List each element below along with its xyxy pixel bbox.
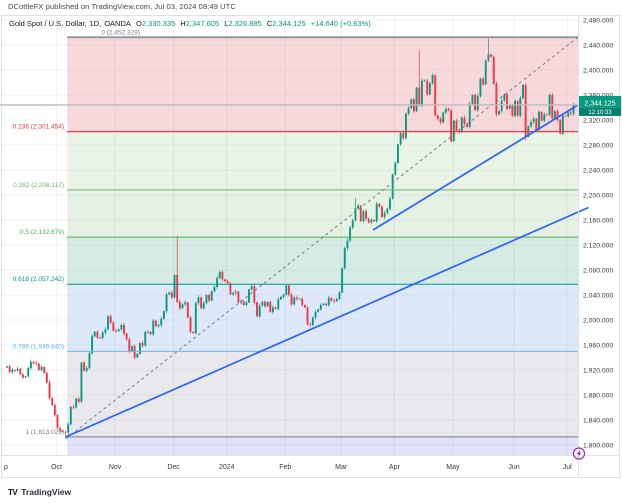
change-value: +14.640 (+0.63%) xyxy=(310,19,371,28)
price-tick-label: 1,920.000 xyxy=(583,367,613,374)
price-tick-label: 2,040.000 xyxy=(583,292,613,299)
price-tick-label: 2,280.000 xyxy=(583,142,613,149)
fib-band-0.786 xyxy=(67,351,579,437)
time-tick-label: Oct xyxy=(51,464,62,471)
price-tick-label: 1,840.000 xyxy=(583,417,613,424)
price-tick-label: 2,000.000 xyxy=(583,317,613,324)
low-value: 2,326.885 xyxy=(228,19,262,28)
price-tick-label: 1,880.000 xyxy=(583,392,613,399)
time-tick-label: Feb xyxy=(279,464,291,471)
lightning-icon[interactable] xyxy=(572,447,586,460)
trendline-1[interactable] xyxy=(65,206,589,438)
price-tick-label: 2,080.000 xyxy=(583,267,613,274)
time-tick-label: 2024 xyxy=(219,464,235,471)
price-tick-label: 1,800.000 xyxy=(583,442,613,449)
fib-label-0.382: 0.382 (2,208.117) xyxy=(13,182,64,189)
time-axis[interactable]: p Oct Nov Dec 2024 Feb Mar Apr May Jun Jul xyxy=(4,464,572,471)
interval-label[interactable]: 1D, xyxy=(89,19,102,28)
fib-label-0.618: 0.618 (2,057.242) xyxy=(13,276,64,283)
price-tick-label: 1,960.000 xyxy=(583,342,613,349)
time-tick-label: Nov xyxy=(109,464,122,471)
close-value: 2,344.125 xyxy=(272,19,306,28)
tradingview-logo-text: TradingView xyxy=(21,487,72,497)
fib-band-0.382 xyxy=(67,189,579,238)
attribution-text: DCottleFX published on TradingView.com, … xyxy=(8,2,236,11)
bar-countdown: 12:10:33 xyxy=(588,110,612,116)
symbol-header: Gold Spot / U.S. Dollar, 1D, OANDA O2,330.… xyxy=(9,19,374,28)
time-tick-label: Dec xyxy=(167,464,180,471)
open-label: O xyxy=(135,19,142,28)
fib-label-0.5: 0.5 (2,132.679) xyxy=(20,229,64,236)
price-tick-label: 2,160.000 xyxy=(583,217,613,224)
time-tick-label: Mar xyxy=(335,464,348,471)
fib-label-0.236: 0.236 (2,301.454) xyxy=(13,124,64,131)
exchange-label: OANDA xyxy=(104,19,131,28)
time-tick-label: Apr xyxy=(389,464,401,471)
tradingview-logo[interactable]: TV TradingView xyxy=(8,487,71,497)
candlestick-series xyxy=(6,38,575,439)
time-tick-label: p xyxy=(4,464,8,471)
price-tick-label: 2,400.000 xyxy=(583,67,613,74)
tradingview-logo-icon: TV xyxy=(8,487,18,497)
symbol-name[interactable]: Gold Spot / U.S. Dollar, xyxy=(9,19,87,28)
trendline-2[interactable] xyxy=(372,104,579,231)
fib-band-0 xyxy=(67,37,579,132)
fib-band-0.236 xyxy=(67,131,579,190)
price-tick-label: 2,360.000 xyxy=(583,92,613,99)
fib-band-0.5 xyxy=(67,237,579,285)
fib-band-0.618 xyxy=(67,284,579,352)
price-tick-label: 2,240.000 xyxy=(583,167,613,174)
price-tick-label: 2,320.000 xyxy=(583,117,613,124)
last-price-label: 2,344.125 xyxy=(584,101,615,108)
fib-band-1 xyxy=(67,436,579,455)
time-tick-label: Jun xyxy=(508,464,519,471)
price-axis[interactable]: 2,480.000 2,440.000 2,400.000 2,360.000 2,32… xyxy=(583,17,613,449)
fib-label-1: 1 (1,813.029) xyxy=(25,429,64,436)
high-label: H xyxy=(180,19,186,28)
fib-dashed-trendline[interactable] xyxy=(65,36,579,440)
open-value: 2,330.335 xyxy=(141,19,176,28)
close-label: C xyxy=(266,19,273,28)
price-tick-label: 2,480.000 xyxy=(583,17,613,24)
price-tick-label: 2,440.000 xyxy=(583,42,613,49)
low-label: L xyxy=(224,19,229,28)
price-badge: 2,344.125 12:10:33 xyxy=(579,95,621,116)
high-value: 2,347.605 xyxy=(185,19,220,28)
price-tick-label: 2,200.000 xyxy=(583,192,613,199)
fib-label-0.786: 0.786 (1,949.840) xyxy=(13,343,64,350)
price-tick-label: 2,120.000 xyxy=(583,242,613,249)
fib-label-0: 0 (2,452.329) xyxy=(101,29,140,36)
time-tick-label: May xyxy=(446,464,460,471)
time-tick-label: Jul xyxy=(563,464,572,471)
